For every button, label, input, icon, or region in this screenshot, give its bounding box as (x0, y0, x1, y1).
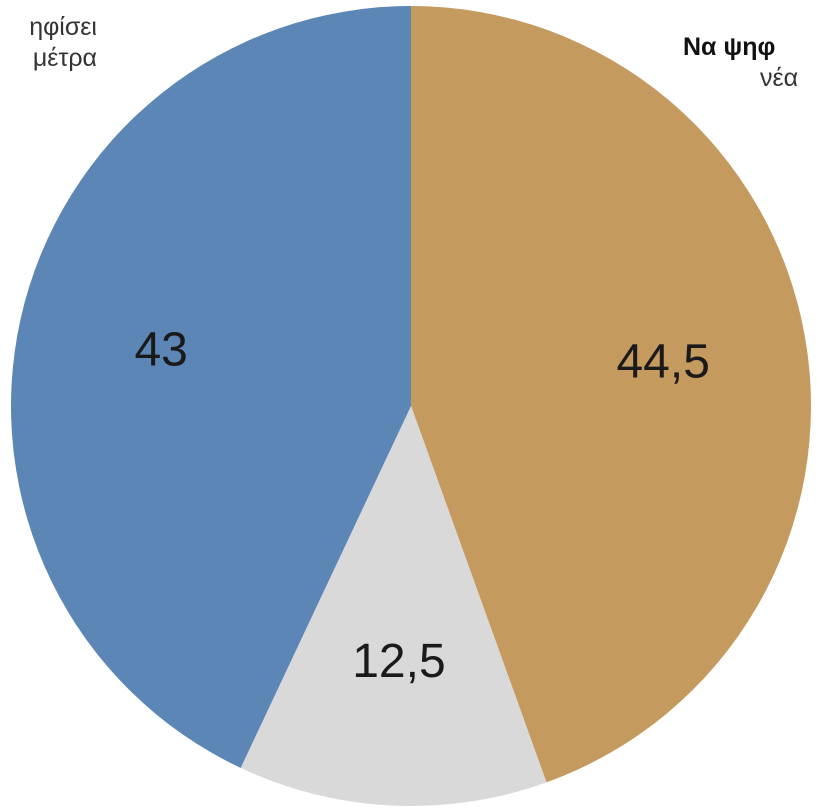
pie-slice-3 (11, 6, 412, 768)
annotation-right-line1: Να ψηφ (683, 33, 776, 61)
annotation-right-line2: νέα (760, 64, 799, 92)
annotation-left: ηφίσει μέτρα (29, 12, 97, 74)
pie-slice-label-3: 43 (134, 324, 187, 377)
pie-slice-label-1: 44,5 (616, 335, 709, 388)
pie-slice-1 (411, 6, 811, 783)
pie-slice-label-2: 12,5 (352, 635, 445, 688)
annotation-left-line1: ηφίσει (29, 13, 97, 41)
annotation-left-line2: μέτρα (32, 44, 97, 72)
annotation-right: Να ψηφ νέα (683, 32, 798, 94)
pie-slice-2 (240, 406, 547, 806)
